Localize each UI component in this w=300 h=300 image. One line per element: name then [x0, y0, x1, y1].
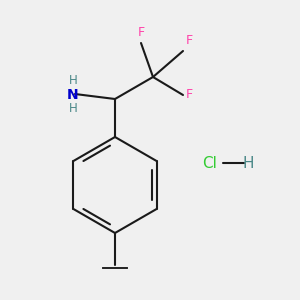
Text: F: F: [186, 88, 193, 101]
Text: Cl: Cl: [202, 155, 217, 170]
Text: N: N: [67, 88, 79, 102]
Text: H: H: [69, 74, 77, 88]
Text: F: F: [137, 26, 145, 39]
Text: H: H: [69, 103, 77, 116]
Text: H: H: [242, 155, 254, 170]
Text: F: F: [186, 34, 193, 47]
